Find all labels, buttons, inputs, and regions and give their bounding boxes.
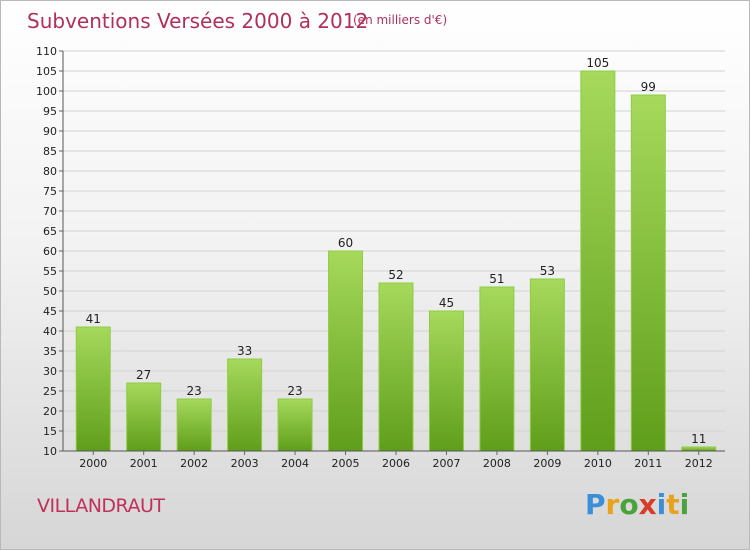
y-tick-label: 15: [43, 425, 57, 438]
x-tick-label: 2000: [79, 457, 107, 470]
x-tick-label: 2006: [382, 457, 410, 470]
bar-value-label: 52: [388, 268, 403, 282]
bar-value-label: 99: [641, 80, 656, 94]
bar-value-label: 23: [287, 384, 302, 398]
y-tick-label: 35: [43, 345, 57, 358]
y-tick-label: 105: [36, 65, 57, 78]
x-tick-label: 2004: [281, 457, 309, 470]
bar-value-label: 33: [237, 344, 252, 358]
bar-value-label: 51: [489, 272, 504, 286]
y-tick-label: 95: [43, 105, 57, 118]
place-name: VILLANDRAUT: [37, 495, 165, 517]
y-axis: 10 15 20 25 30 35 40 45 50 55 60 65 70 75 80 85 90 95 100 1…: [36, 45, 64, 458]
y-tick-label: 100: [36, 85, 57, 98]
y-tick-label: 25: [43, 385, 57, 398]
y-tick-label: 55: [43, 265, 57, 278]
bar: [630, 94, 666, 452]
y-tick-label: 90: [43, 125, 57, 138]
x-tick-label: 2011: [634, 457, 662, 470]
y-tick-label: 40: [43, 325, 57, 338]
bar: [277, 398, 313, 452]
logo-letter: x: [638, 488, 657, 521]
bar: [176, 398, 212, 452]
bar-value-label: 45: [439, 296, 454, 310]
bar: [681, 446, 717, 452]
bar: [479, 286, 515, 452]
y-tick-label: 80: [43, 165, 57, 178]
logo-letter: r: [605, 488, 620, 521]
proxiti-logo: Proxiti: [585, 488, 689, 522]
bar-value-label: 23: [187, 384, 202, 398]
y-tick-label: 65: [43, 225, 57, 238]
bar: [378, 282, 414, 452]
x-tick-label: 2005: [332, 457, 360, 470]
bar: [328, 250, 364, 452]
logo-letter: t: [666, 488, 680, 521]
y-tick-label: 85: [43, 145, 57, 158]
y-tick-label: 30: [43, 365, 57, 378]
chart-unit: (en milliers d'€): [353, 13, 448, 27]
y-tick-label: 75: [43, 185, 57, 198]
bars: [75, 70, 717, 452]
data-labels: 41 27 23 33 23 60 52 45 51 53 105 99 11: [86, 56, 707, 446]
x-tick-label: 2007: [432, 457, 460, 470]
y-tick-label: 70: [43, 205, 57, 218]
logo-letter: i: [679, 488, 690, 521]
y-tick-label: 50: [43, 285, 57, 298]
x-tick-label: 2003: [231, 457, 259, 470]
y-tick-label: 60: [43, 245, 57, 258]
bar: [75, 326, 111, 452]
bar: [529, 278, 565, 452]
y-tick-label: 20: [43, 405, 57, 418]
y-tick-label: 10: [43, 445, 57, 458]
x-tick-label: 2009: [533, 457, 561, 470]
bar-value-label: 53: [540, 264, 555, 278]
bar: [227, 358, 263, 452]
chart-title: Subventions Versées 2000 à 2012: [27, 9, 369, 33]
bar-value-label: 11: [691, 432, 706, 446]
logo-letter: o: [619, 488, 639, 521]
bar-value-label: 60: [338, 236, 353, 250]
bar: [126, 382, 162, 452]
bar: [580, 70, 616, 452]
bar-value-label: 27: [136, 368, 151, 382]
x-tick-label: 2012: [685, 457, 713, 470]
x-axis: 2000 2001 2002 2003 2004 2005 2006 2007 2008 2009…: [63, 450, 725, 470]
logo-letter: P: [585, 488, 606, 521]
logo-letter: i: [656, 488, 667, 521]
bar-value-label: 105: [586, 56, 609, 70]
bar: [428, 310, 464, 452]
bar-value-label: 41: [86, 312, 101, 326]
y-tick-label: 45: [43, 305, 57, 318]
x-tick-label: 2010: [584, 457, 612, 470]
x-tick-label: 2002: [180, 457, 208, 470]
x-tick-label: 2008: [483, 457, 511, 470]
y-tick-label: 110: [36, 45, 57, 58]
x-tick-label: 2001: [130, 457, 158, 470]
